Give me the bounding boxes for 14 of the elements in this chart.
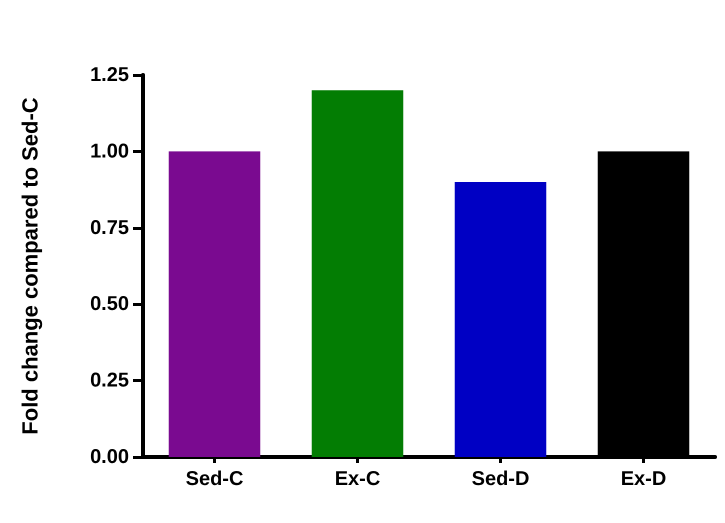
x-tick-label: Ex-D (620, 468, 666, 490)
y-tick-label: 0.00 (90, 446, 129, 468)
x-tick-label: Ex-C (334, 468, 380, 490)
y-axis-title: Fold change compared to Sed-C (18, 97, 42, 435)
x-tick-label: Sed-C (186, 468, 244, 490)
bar (168, 151, 260, 457)
bar (312, 90, 404, 457)
y-tick-label: 0.75 (90, 216, 129, 239)
x-tick-label: Sed-D (472, 468, 530, 490)
y-tick-label: 1.25 (90, 64, 129, 86)
y-tick-label: 1.00 (90, 140, 129, 162)
bar (454, 182, 546, 457)
y-tick-label: 0.50 (90, 293, 129, 316)
y-tick-label: 0.25 (90, 370, 129, 392)
